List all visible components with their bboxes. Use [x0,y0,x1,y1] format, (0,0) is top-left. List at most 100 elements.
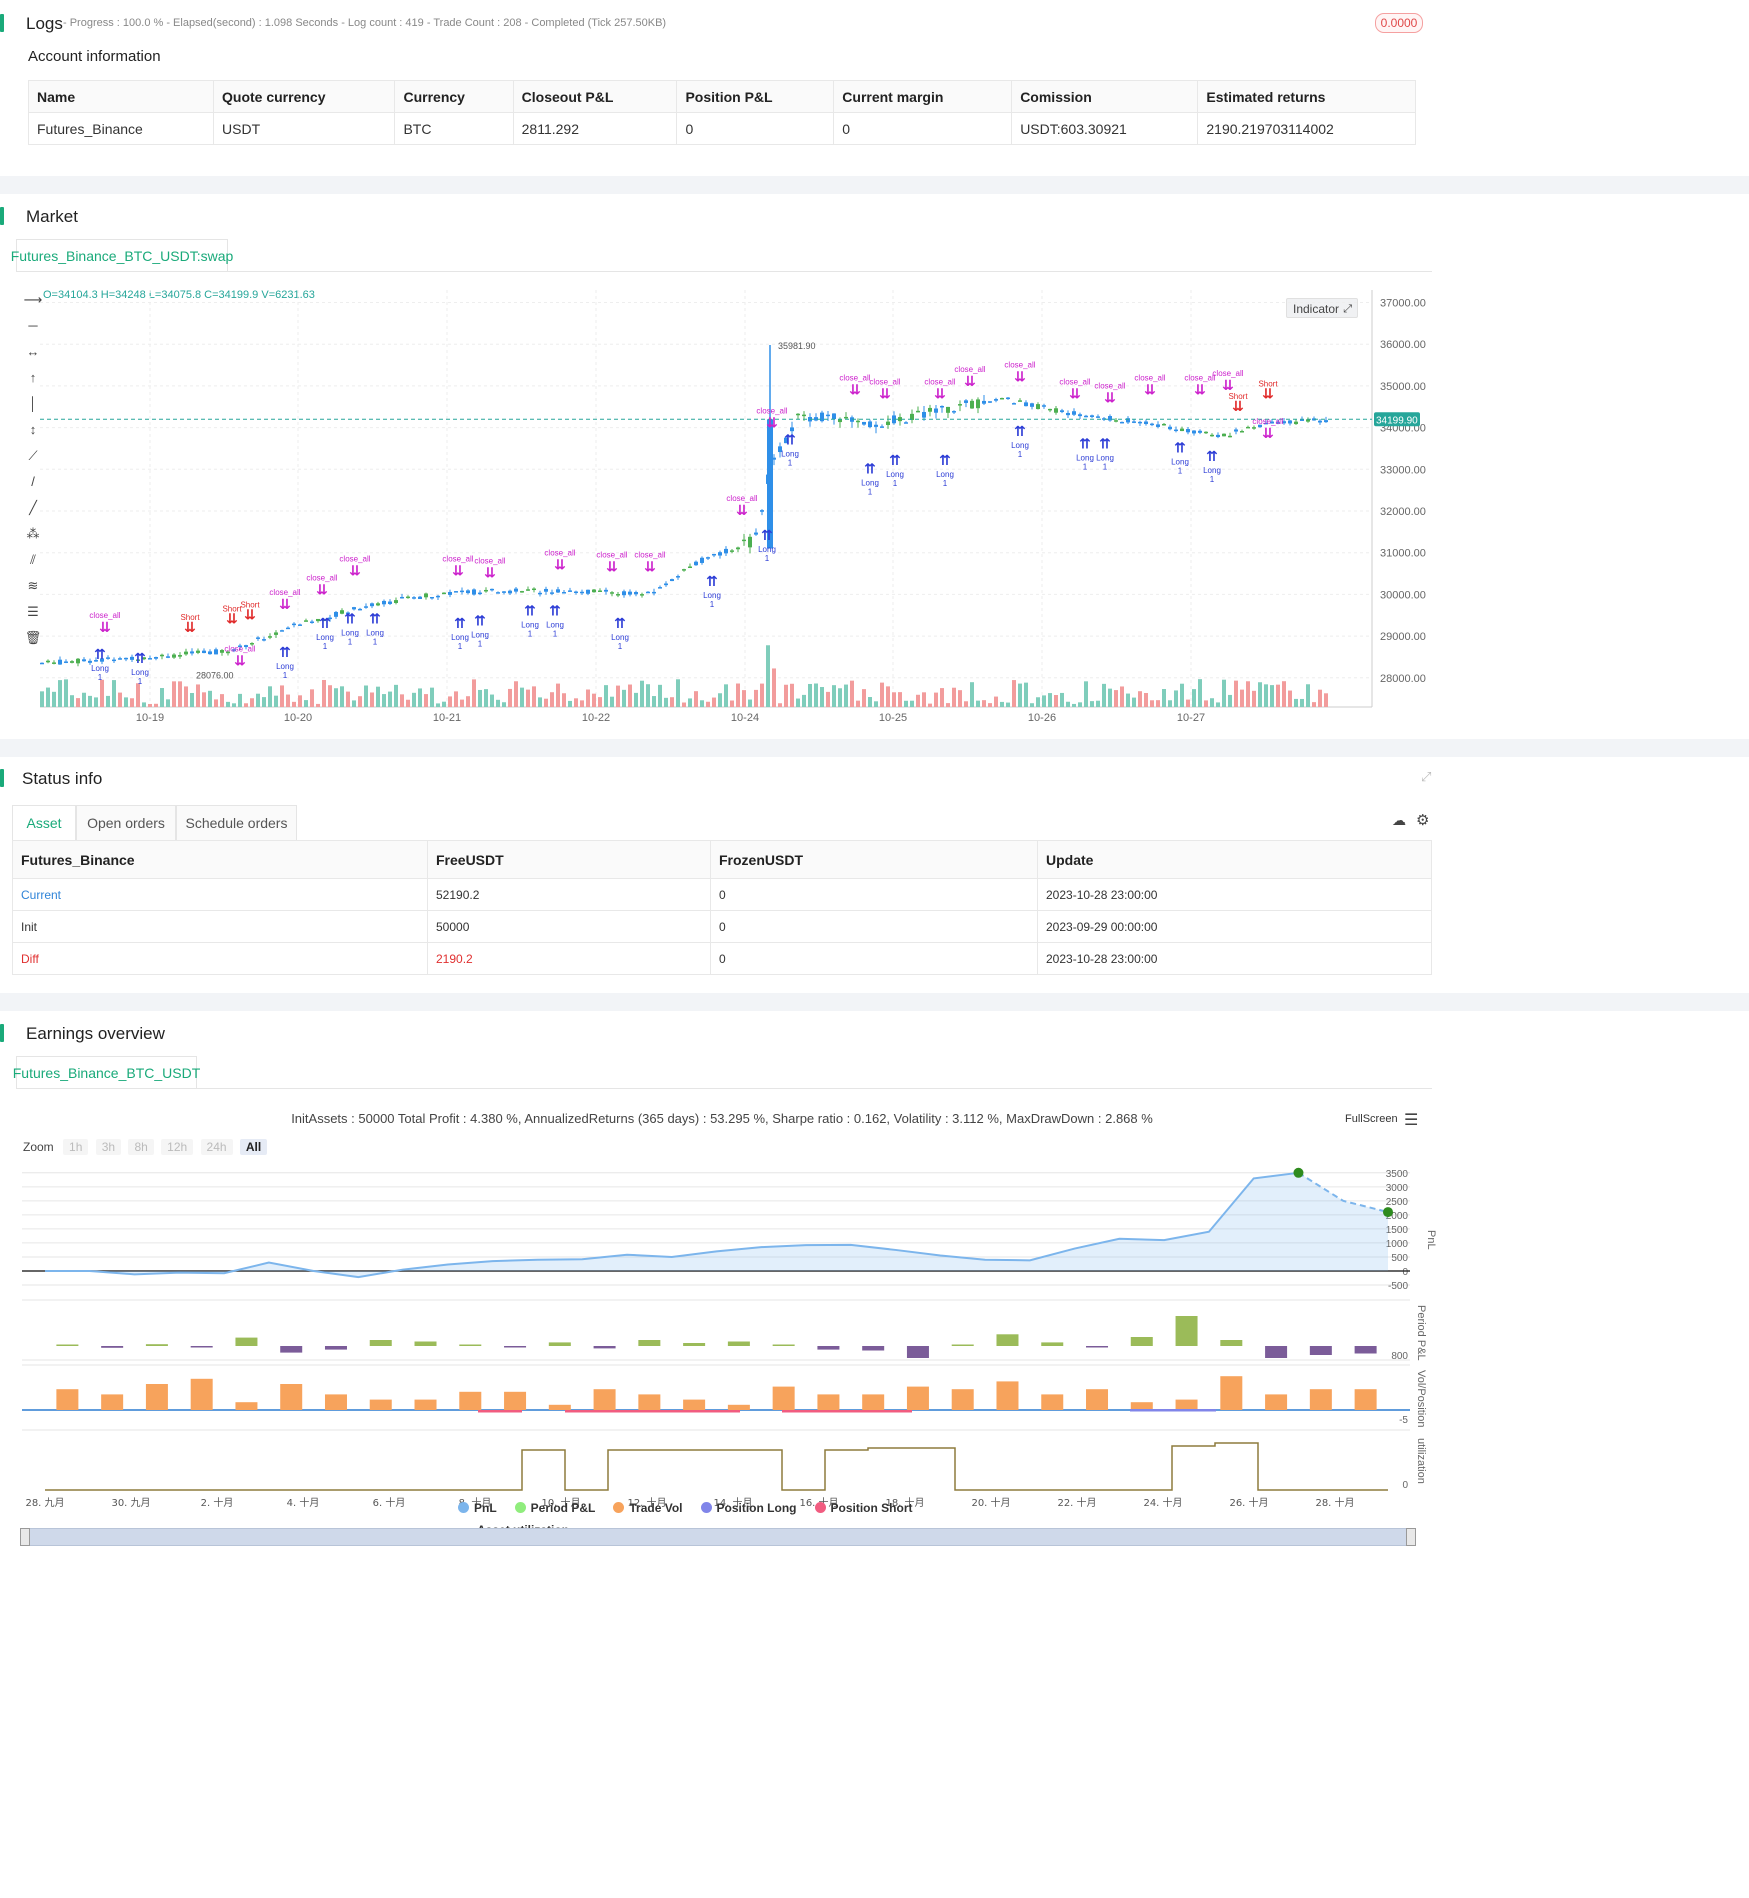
candle-body [394,600,398,603]
horizontal-line-tool-icon[interactable]: ─ [28,318,38,333]
candle-body [778,446,782,453]
earnings-chart[interactable]: 3500 3000 2500 2000 1500 1000 500 0 -500 PnL 800 Pe… [0,1160,1444,1550]
ray-tool-icon[interactable]: ⟋ [28,448,38,463]
navigator-left-handle[interactable] [20,1528,30,1546]
gear-icon[interactable]: ⚙ [1416,812,1430,829]
straight-line-tool-icon[interactable]: ╱ [29,500,37,515]
candlestick-chart[interactable]: 37000.0036000.0035000.0034000.0033000.00… [0,280,1440,740]
date-axis-label: 20. 十月 [971,1496,1010,1509]
volume-bar [490,694,494,707]
trash-icon[interactable]: 🗑 [24,630,42,645]
pnl-tick-label: 2500 [1386,1197,1409,1208]
volume-bar [112,680,116,707]
asset-cell: 50000 [427,910,711,943]
legend-item[interactable]: Period P&L [514,1501,595,1515]
vertical-line-tool-icon[interactable]: │ [28,396,38,411]
trade-vol-bar [862,1394,885,1410]
trade-vol-bar [1086,1389,1109,1410]
download-icon[interactable]: ☁ [1392,812,1406,828]
volume-bar [1312,702,1316,707]
menu-icon[interactable]: ☰ [1404,1112,1419,1129]
period-pnl-bar [593,1346,616,1349]
volume-bar [1318,689,1322,707]
candle-body [1300,419,1304,421]
vertical-ray-tool-icon[interactable]: ↑ [29,370,37,385]
volume-bar [640,680,644,707]
volume-bar [1204,700,1208,707]
price-line-tool-icon[interactable]: ⁂ [26,526,40,541]
legend-item[interactable]: Position Long [700,1501,797,1515]
position-long-bar [1130,1409,1216,1412]
candle-body [970,400,974,409]
row-label-init: Init [12,910,428,943]
tab-earnings-symbol[interactable]: Futures_Binance_BTC_USDT [13,1056,200,1088]
period-pnl-bar [996,1334,1019,1346]
indicator-button[interactable]: Indicator ⤢ [1286,298,1358,318]
volume-bar [64,679,68,707]
zoom-3h-button[interactable]: 3h [95,1139,122,1155]
volume-bar [1018,683,1022,707]
volume-bar [76,698,80,707]
volume-bar [790,683,794,707]
volume-bar [1306,684,1310,707]
asset-cell: 0 [710,910,1038,943]
volume-bar [766,645,770,707]
logs-badge[interactable]: 0.0000 [1375,13,1423,33]
trade-vol-bar [414,1399,437,1410]
row-label-diff: Diff [12,942,428,975]
candle-body [1180,428,1184,432]
period-pnl-bar [817,1346,840,1350]
candle-body [1282,421,1286,424]
candle-body [1324,420,1328,423]
price-channel-tool-icon[interactable]: ≋ [27,578,39,593]
trend-line-tool-icon[interactable]: / [31,474,35,489]
navigator-right-handle[interactable] [1406,1528,1416,1546]
parallel-line-tool-icon[interactable]: ⫽ [30,552,36,567]
volume-bar [862,689,866,707]
trade-vol-bar [1041,1394,1064,1410]
long-marker-label: Long [1096,453,1114,462]
price-tick-label: 36000.00 [1380,339,1426,351]
volume-bar [1276,684,1280,707]
legend-item[interactable]: PnL [458,1501,497,1515]
fullscreen-icon[interactable]: ⤢ [1421,769,1432,784]
earnings-section-marker [0,1024,4,1042]
zoom-8h-button[interactable]: 8h [128,1139,154,1155]
legend-item[interactable]: Position Short [814,1501,913,1515]
candle-body [886,421,890,426]
zoom-12h-button[interactable]: 12h [161,1139,194,1155]
vertical-segment-tool-icon[interactable]: ↕ [29,422,37,437]
zoom-1h-button[interactable]: 1h [63,1139,89,1155]
candle-body [1114,420,1118,422]
candle-body [334,611,338,617]
legend-item[interactable]: Trade Vol [613,1501,683,1515]
long-marker-label: Long [91,664,109,673]
period-pnl-bar [324,1346,347,1350]
close-arrow-icon: ⇊ [1014,370,1026,386]
tab-schedule-orders[interactable]: Schedule orders [176,805,297,840]
zoom-24h-button[interactable]: 24h [200,1139,233,1155]
tab-asset[interactable]: Asset [12,805,76,840]
fullscreen-button[interactable]: FullScreen [1345,1113,1398,1125]
navigator-scrollbar[interactable] [22,1528,1416,1546]
close-arrow-icon: ⇊ [766,416,778,432]
horizontal-segment-tool-icon[interactable]: ↔ [26,344,40,359]
horizontal-ray-tool-icon[interactable]: ⟶ [23,292,43,307]
volume-bar [118,692,122,707]
candle-body [544,588,548,592]
candle-body [718,552,722,556]
fibonacci-tool-icon[interactable]: ☰ [27,604,39,619]
candle-body [1132,421,1136,423]
price-tick-label: 29000.00 [1380,631,1426,643]
period-pnl-bar [1041,1342,1064,1346]
zoom-all-button[interactable]: All [239,1139,268,1155]
candle-body [1276,422,1280,424]
close-all-marker-label: close_all [869,377,900,386]
marker-qty-label: 1 [893,479,898,488]
tab-open-orders[interactable]: Open orders [76,805,176,840]
volume-bar [952,687,956,707]
tab-market-symbol[interactable]: Futures_Binance_BTC_USDT:swap [11,239,233,271]
candle-body [580,591,584,594]
candle-body [352,607,356,610]
volume-bar [454,691,458,707]
